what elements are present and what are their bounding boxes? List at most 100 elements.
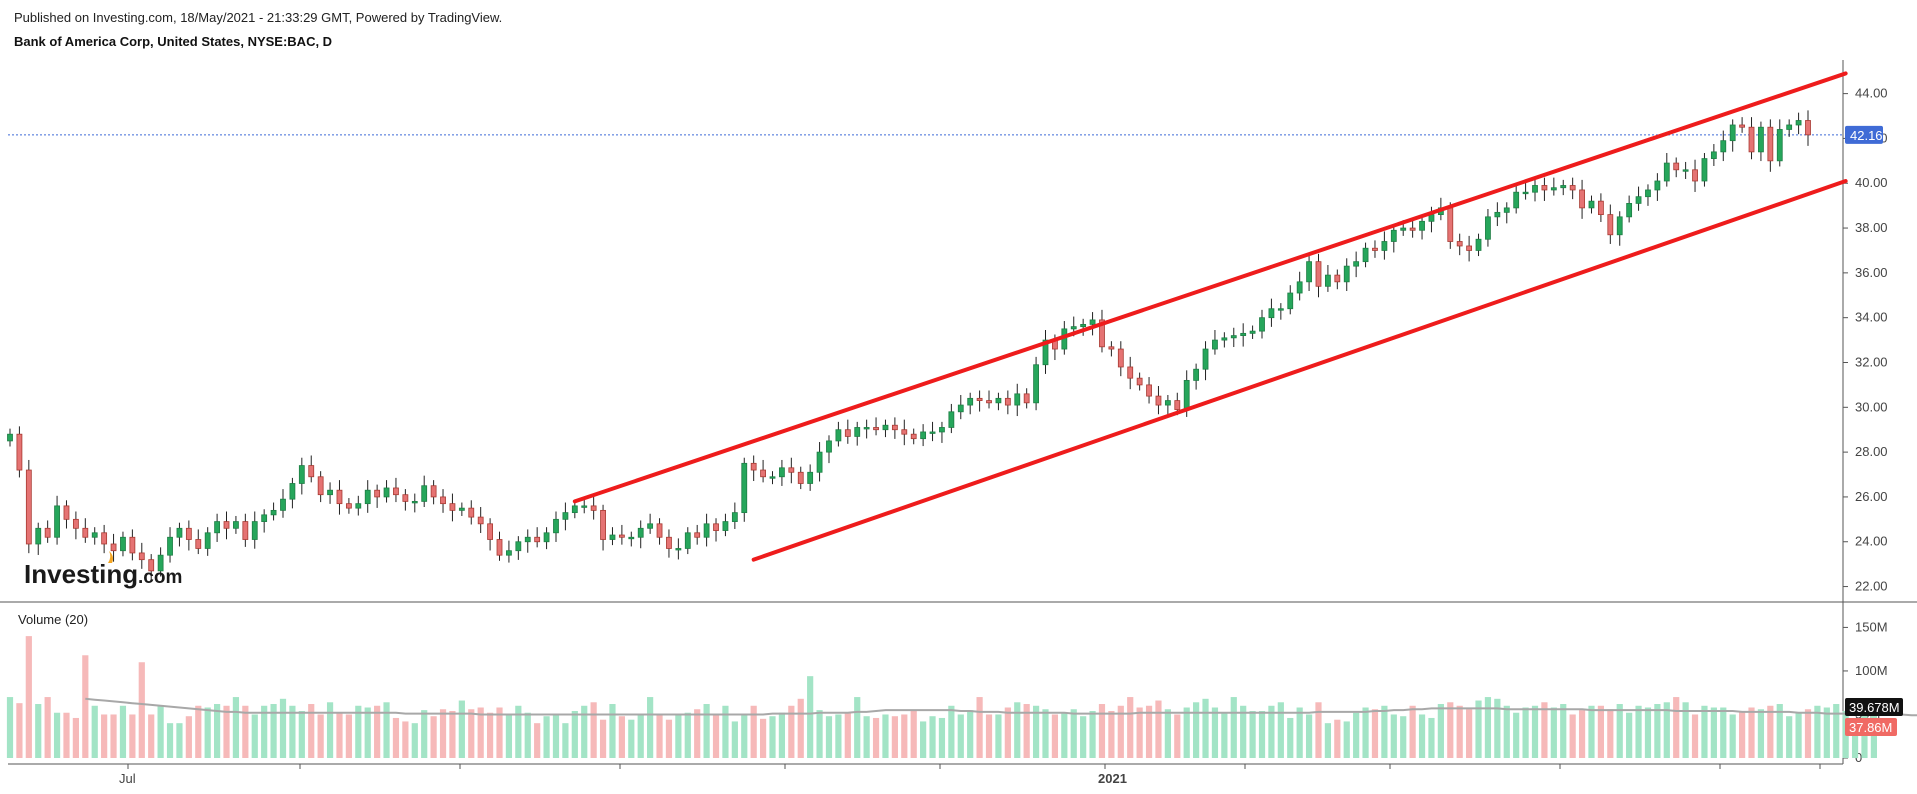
candle — [1682, 161, 1689, 179]
candle-body-down — [72, 518, 79, 529]
candle — [1127, 356, 1134, 390]
candle-body-down — [223, 521, 230, 529]
volume-bar — [844, 712, 851, 758]
volume-bar — [703, 704, 710, 758]
candle — [1099, 309, 1105, 353]
volume-bar — [1117, 705, 1124, 758]
volume-bar — [656, 714, 663, 758]
volume-bar — [1409, 705, 1416, 758]
candle — [534, 527, 541, 548]
candle-body-down — [148, 559, 155, 572]
candle — [157, 547, 164, 577]
volume-bar — [1070, 709, 1077, 758]
candle-body-up — [1532, 185, 1538, 193]
volume-bar — [543, 716, 550, 758]
candle — [195, 529, 202, 555]
volume-bar — [1164, 709, 1171, 758]
volume-bar — [1522, 707, 1529, 758]
volume-bar — [901, 714, 908, 758]
volume-bar — [1353, 712, 1360, 758]
candle-body-up — [1353, 261, 1360, 267]
volume-bar — [1541, 702, 1548, 758]
candle-body-down — [1099, 319, 1105, 348]
candle-body-up — [1682, 169, 1689, 172]
volume-bar — [1786, 716, 1793, 758]
candle-body-up — [929, 431, 936, 434]
volume-title: Volume (20) — [18, 612, 88, 627]
volume-bar — [769, 716, 776, 758]
candle — [440, 489, 446, 513]
channel-lower-line[interactable] — [751, 178, 1848, 562]
candle — [976, 390, 983, 412]
candle-body-down — [1805, 120, 1811, 136]
candle — [1268, 298, 1275, 327]
candle — [251, 511, 258, 549]
volume-bar — [1531, 705, 1539, 758]
candle-body-up — [1635, 196, 1642, 204]
volume-bar — [251, 714, 258, 758]
candle-body-down — [1748, 126, 1755, 153]
candle — [609, 527, 616, 546]
volume-bar — [581, 705, 588, 758]
candle — [1202, 341, 1209, 381]
volume-bar — [129, 714, 136, 758]
candle — [383, 480, 390, 503]
candle-body-up — [637, 527, 644, 538]
candle-body-up — [1277, 308, 1284, 311]
candle — [666, 529, 672, 558]
volume-bar — [1644, 707, 1652, 758]
candle-body-down — [374, 489, 381, 498]
candle-body-down — [666, 536, 672, 549]
candle-body-down — [844, 429, 851, 437]
price-tick-label: 40.00 — [1855, 175, 1888, 190]
candle-body-up — [1560, 185, 1567, 189]
volume-bar — [891, 716, 898, 758]
volume-bar — [1767, 705, 1774, 758]
candle-body-up — [1070, 326, 1077, 330]
candle-body-down — [1456, 241, 1463, 247]
candle — [1212, 330, 1218, 355]
candle-body-down — [1767, 126, 1774, 162]
volume-bar — [712, 714, 720, 758]
candle — [1372, 240, 1378, 258]
volume-bar — [1673, 697, 1680, 758]
candle — [515, 536, 522, 560]
candle — [618, 524, 625, 545]
volume-bar — [308, 704, 315, 758]
volume-bar — [694, 709, 701, 758]
candle — [684, 527, 691, 555]
candle-body-down — [986, 400, 992, 404]
candle — [35, 522, 42, 555]
candle — [1193, 363, 1200, 390]
candle — [1381, 231, 1388, 260]
volume-bar — [1494, 698, 1501, 758]
candle-body-up — [826, 440, 832, 453]
candle — [675, 538, 682, 560]
candle — [1795, 112, 1802, 135]
candle-body-up — [411, 501, 418, 504]
candle — [16, 426, 23, 478]
volume-bar — [1211, 707, 1219, 758]
candle — [948, 403, 955, 434]
candle — [1230, 327, 1237, 348]
candle — [138, 542, 145, 569]
trend-channel[interactable] — [572, 71, 1848, 562]
volume-bar — [223, 705, 230, 758]
candle — [722, 513, 729, 537]
volume-bar — [1814, 705, 1821, 758]
volume-bar — [289, 705, 296, 758]
candle — [807, 464, 814, 491]
candle — [496, 531, 503, 561]
volume-bar — [148, 714, 155, 758]
channel-upper-line[interactable] — [572, 71, 1848, 504]
volume-bar — [1296, 707, 1303, 758]
candle-body-up — [298, 465, 305, 484]
volume-bar — [1343, 721, 1350, 758]
volume-bar — [1550, 707, 1557, 758]
volume-bar — [1371, 709, 1379, 758]
volume-bar — [1691, 714, 1699, 758]
candle-body-up — [562, 512, 569, 520]
time-tick-label: 2021 — [1098, 771, 1127, 786]
candle — [553, 511, 559, 542]
